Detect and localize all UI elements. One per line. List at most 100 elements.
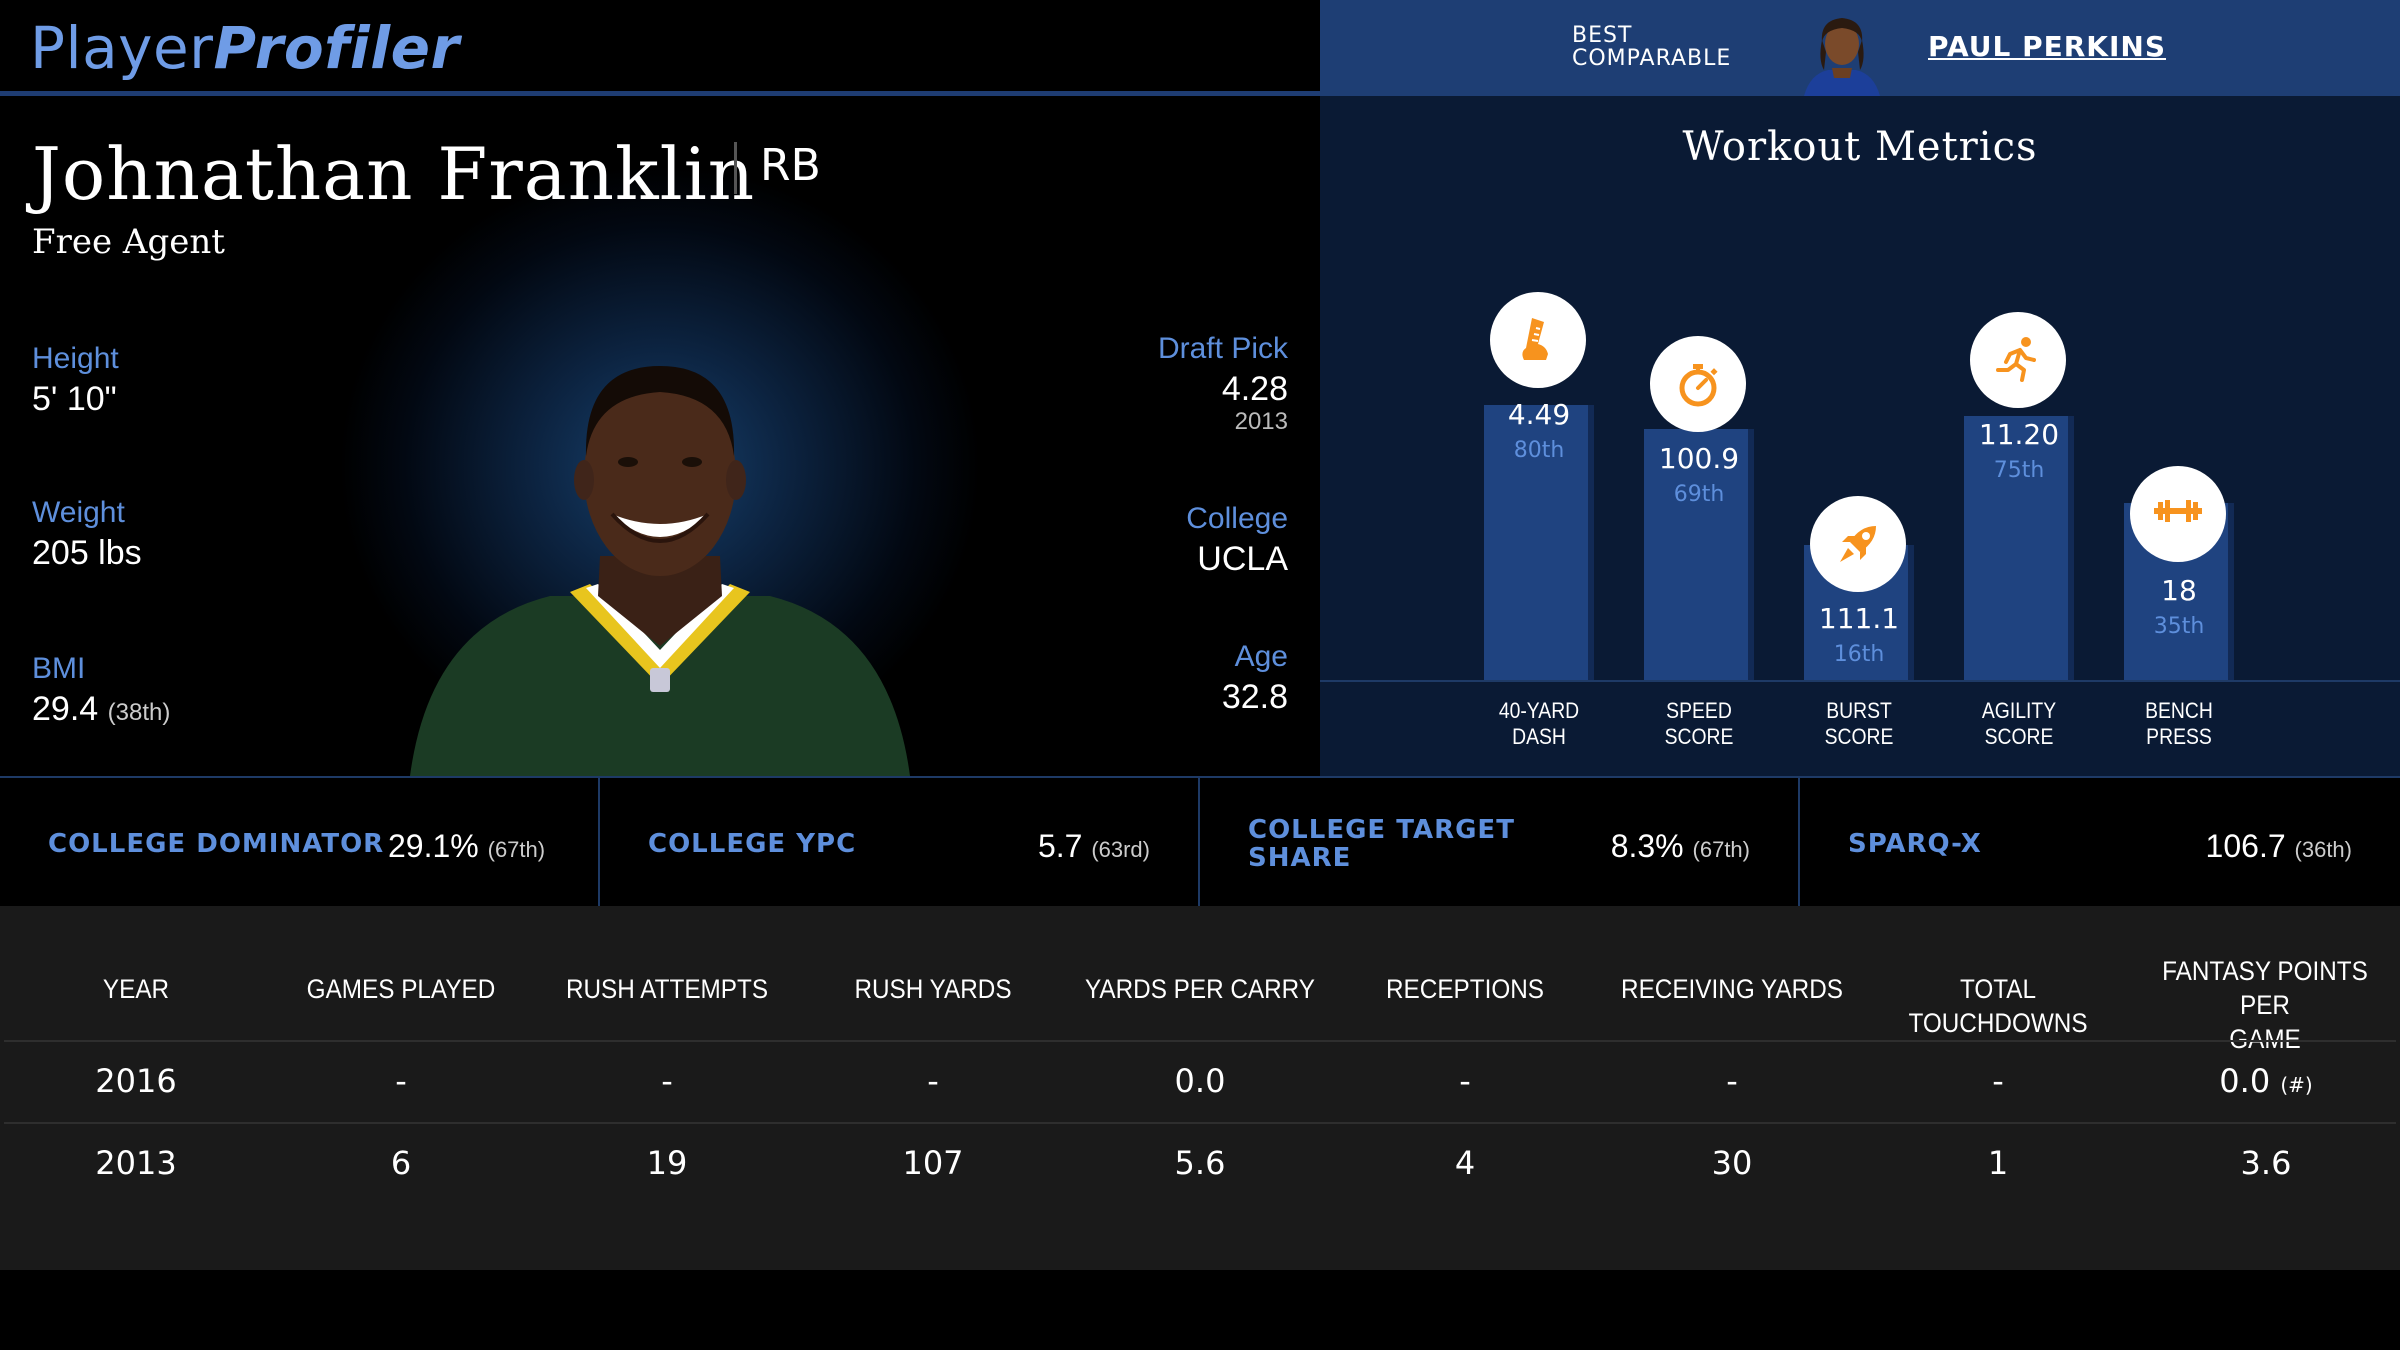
workout-value-40-yard-dash: 4.49 xyxy=(1507,398,1571,431)
cell-receiving-yards: 30 xyxy=(1711,1144,1753,1182)
workout-bar-speed-score xyxy=(1644,429,1754,680)
cell-rush-attempts: - xyxy=(661,1062,673,1100)
workout-label-line-2: SCORE xyxy=(1664,724,1734,749)
best-comparable-line-1: BEST xyxy=(1572,23,1633,48)
workout-label-burst-score: BURST SCORE xyxy=(1789,698,1930,750)
workout-label-40-yard-dash: 40-YARD DASH xyxy=(1469,698,1610,750)
height-value: 5' 10" xyxy=(32,380,117,418)
workout-percentile-burst-score: 16th xyxy=(1833,642,1885,667)
chart-baseline xyxy=(1320,680,2400,682)
workout-bar-agility-score xyxy=(1964,416,2074,680)
draft-pick-label: Draft Pick xyxy=(1157,332,1288,365)
column-header-year: YEAR xyxy=(102,974,170,1004)
bmi-label: BMI xyxy=(32,652,86,685)
site-logo[interactable]: PlayerProfiler xyxy=(30,14,460,82)
column-header-line-1: FANTASY POINTS PER xyxy=(2162,956,2368,1020)
cell-total-touchdowns: 1 xyxy=(1987,1144,2009,1182)
logo-part-1: Player xyxy=(30,14,214,82)
metric-label: COLLEGE TARGET SHARE xyxy=(1248,816,1515,872)
column-header-games-played: GAMES PLAYED xyxy=(306,974,496,1004)
workout-label-line-2: SCORE xyxy=(1984,724,2054,749)
player-team: Free Agent xyxy=(32,222,225,262)
workout-percentile-40-yard-dash: 80th xyxy=(1513,438,1565,463)
name-position-divider xyxy=(734,142,737,194)
dumbbell-icon xyxy=(2130,466,2226,562)
column-header-fantasy-points: FANTASY POINTS PER GAME xyxy=(2144,954,2387,1056)
column-header-receptions: RECEPTIONS xyxy=(1386,974,1544,1004)
metric-label: SPARQ-X xyxy=(1848,830,1982,858)
running-shoe-icon xyxy=(1490,292,1586,388)
player-panel: Johnathan Franklin RB Free Agent Height … xyxy=(0,96,1320,776)
workout-bar-40-yard-dash xyxy=(1484,405,1594,680)
player-position: RB xyxy=(760,140,821,191)
age-label: Age xyxy=(1234,640,1288,673)
header-bar: PlayerProfiler xyxy=(0,0,1320,96)
workout-label-line-1: BURST xyxy=(1826,698,1892,723)
cell-year: 2016 xyxy=(95,1062,177,1100)
player-photo xyxy=(400,356,920,776)
cell-total-touchdowns: - xyxy=(1992,1062,2004,1100)
column-header-receiving-yards: RECEIVING YARDS xyxy=(1621,974,1843,1004)
bmi-value-group: 29.4 (38th) xyxy=(32,690,170,729)
metric-rank: (67th) xyxy=(1692,837,1750,862)
player-name: Johnathan Franklin xyxy=(32,132,756,216)
metric-label: COLLEGE YPC xyxy=(648,830,856,858)
cell-fantasy-points: 3.6 xyxy=(2240,1144,2292,1182)
workout-label-line-1: SPEED xyxy=(1666,698,1732,723)
metric-label-line-2: SHARE xyxy=(1248,843,1352,873)
comparable-player-link[interactable]: PAUL PERKINS xyxy=(1928,30,2167,63)
logo-part-2: Profiler xyxy=(213,14,460,82)
workout-label-speed-score: SPEED SCORE xyxy=(1629,698,1770,750)
workout-label-line-1: BENCH xyxy=(2145,698,2213,723)
metric-rank: (63rd) xyxy=(1091,837,1150,862)
cell-yards-per-carry: 5.6 xyxy=(1174,1144,1226,1182)
cell-receiving-yards: - xyxy=(1726,1062,1738,1100)
weight-label: Weight xyxy=(32,496,125,529)
metric-value: 106.7 xyxy=(2205,828,2286,864)
rocket-icon xyxy=(1810,496,1906,592)
stopwatch-icon xyxy=(1650,336,1746,432)
metric-college-dominator: COLLEGE DOMINATOR 29.1% (67th) xyxy=(0,778,600,908)
workout-label-line-1: AGILITY xyxy=(1981,698,2057,723)
cell-games-played: - xyxy=(395,1062,407,1100)
metric-label-line-1: COLLEGE TARGET xyxy=(1248,815,1515,845)
cell-rush-yards: - xyxy=(927,1062,939,1100)
cell-receptions: - xyxy=(1459,1062,1471,1100)
cell-games-played: 6 xyxy=(390,1144,412,1182)
college-metrics-strip: COLLEGE DOMINATOR 29.1% (67th) COLLEGE Y… xyxy=(0,776,2400,908)
cell-rush-attempts: 19 xyxy=(646,1144,688,1182)
column-header-yards-per-carry: YARDS PER CARRY xyxy=(1084,974,1316,1004)
workout-metrics-panel: Workout Metrics 4.49 80th 40-YARD DASH 1… xyxy=(1320,96,2400,776)
workout-value-speed-score: 100.9 xyxy=(1658,442,1740,475)
row-divider xyxy=(4,1122,2396,1124)
metric-sparq-x: SPARQ-X 106.7 (36th) xyxy=(1800,778,2400,908)
workout-value-agility-score: 11.20 xyxy=(1978,418,2060,451)
column-header-line-2: GAME xyxy=(2229,1024,2301,1054)
height-label: Height xyxy=(32,342,119,375)
workout-label-line-2: DASH xyxy=(1512,724,1566,749)
bmi-value: 29.4 xyxy=(32,690,99,728)
running-man-icon xyxy=(1970,312,2066,408)
cell-rush-yards: 107 xyxy=(902,1144,964,1182)
draft-pick-value: 4.28 xyxy=(1221,370,1288,408)
draft-year: 2013 xyxy=(1234,408,1288,435)
career-stats-table: YEAR GAMES PLAYED RUSH ATTEMPTS RUSH YAR… xyxy=(0,906,2400,1270)
column-header-rush-yards: RUSH YARDS xyxy=(854,974,1012,1004)
bmi-rank: (38th) xyxy=(107,699,171,726)
metric-value-group: 29.1% (67th) xyxy=(388,828,545,865)
metric-college-ypc: COLLEGE YPC 5.7 (63rd) xyxy=(600,778,1200,908)
workout-label-bench-press: BENCH PRESS xyxy=(2109,698,2250,750)
column-header-rush-attempts: RUSH ATTEMPTS xyxy=(565,974,769,1004)
metric-value: 29.1% xyxy=(388,828,479,864)
workout-label-agility-score: AGILITY SCORE xyxy=(1949,698,2090,750)
metric-value-group: 106.7 (36th) xyxy=(2206,828,2352,865)
metric-value-group: 5.7 (63rd) xyxy=(1038,828,1150,865)
metric-value: 5.7 xyxy=(1037,828,1083,864)
metric-value-group: 8.3% (67th) xyxy=(1611,828,1750,865)
metric-rank: (67th) xyxy=(487,837,546,862)
metric-label-line-1: COLLEGE DOMINATOR xyxy=(48,829,385,859)
workout-percentile-bench-press: 35th xyxy=(2153,614,2205,639)
college-label: College xyxy=(1186,502,1288,535)
workout-percentile-speed-score: 69th xyxy=(1673,482,1725,507)
metric-value: 8.3% xyxy=(1610,828,1684,864)
